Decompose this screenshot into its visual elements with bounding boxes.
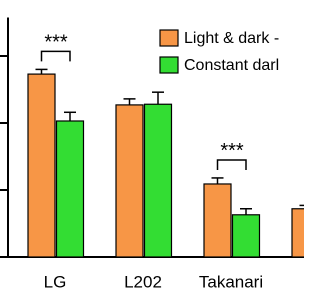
- x-tick-label: LG: [44, 272, 67, 291]
- legend-swatch: [159, 29, 179, 47]
- bar: [55, 120, 85, 258]
- significance-bracket: [40, 50, 71, 62]
- legend-label: Light & dark -: [184, 30, 279, 47]
- annotation: ***: [44, 32, 68, 54]
- bar: [291, 208, 304, 258]
- legend-label: Constant darl: [184, 57, 279, 74]
- x-tick-label: L202: [124, 272, 162, 291]
- bar: [143, 103, 173, 258]
- significance-bracket: [216, 159, 247, 170]
- bar: [231, 214, 261, 258]
- legend-swatch: [159, 56, 179, 74]
- x-tick-label: Takanari: [199, 272, 263, 291]
- bar: [27, 73, 56, 258]
- annotation: ***: [220, 140, 244, 162]
- bar: [203, 183, 232, 258]
- bar: [115, 104, 144, 258]
- chart: LGL202TakanariI******Light & dark -Const…: [0, 17, 304, 291]
